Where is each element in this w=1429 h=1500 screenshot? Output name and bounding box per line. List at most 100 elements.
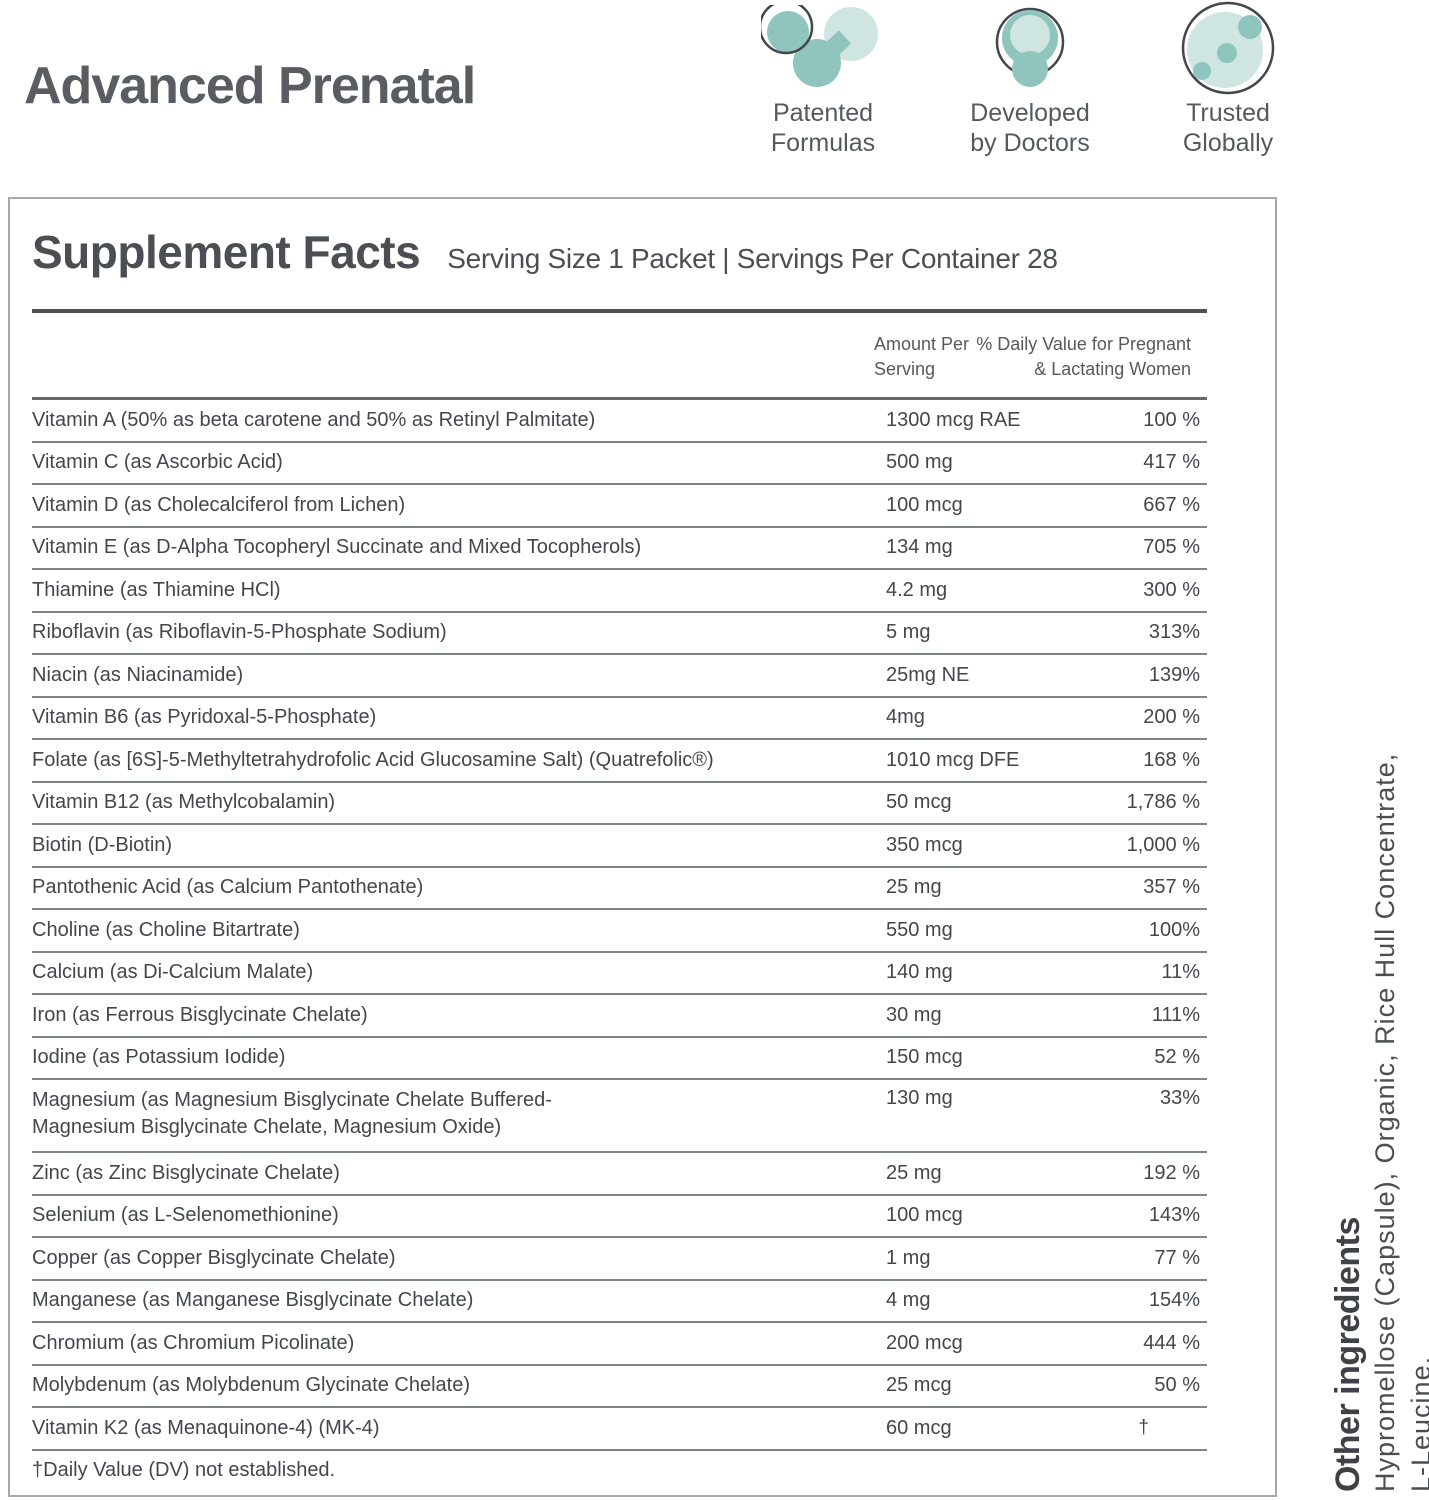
panel-title: Supplement Facts [32,226,421,278]
table-row: Manganese (as Manganese Bisglycinate Che… [32,1281,1207,1323]
column-header-amount: Amount Per Serving [874,334,970,379]
facts-table: Vitamin A (50% as beta carotene and 50% … [32,397,1207,1491]
molecule-icon [761,5,878,87]
nutrient-name: Vitamin B12 (as Methylcobalamin) [32,791,336,814]
table-row: Chromium (as Chromium Picolinate) 200 mc… [32,1323,1207,1366]
nutrient-amount: 25 mg [886,876,942,899]
doctor-icon [995,7,1065,87]
table-row: Copper (as Copper Bisglycinate Chelate) … [32,1238,1207,1281]
nutrient-name: Chromium (as Chromium Picolinate) [32,1331,355,1354]
nutrient-name: Vitamin B6 (as Pyridoxal-5-Phosphate) [32,706,377,729]
badge-trusted-globally: Trusted Globally [1122,1,1334,158]
other-ingredients: Other ingredients Hypromellose (Capsule)… [1329,672,1429,1492]
nutrient-amount: 25 mg [886,1161,942,1184]
badge-developed-by-doctors: Developed by Doctors [924,2,1136,158]
table-row: Thiamine (as Thiamine HCl) 4.2 mg 300 % [32,570,1207,613]
table-row: Riboflavin (as Riboflavin-5-Phosphate So… [32,613,1207,655]
nutrient-name: Magnesium (as Magnesium Bisglycinate Che… [32,1089,552,1138]
nutrient-daily-value: 77 % [1154,1246,1200,1269]
table-row: Vitamin E (as D-Alpha Tocopheryl Succina… [32,528,1207,570]
nutrient-amount: 134 mg [886,536,953,559]
nutrient-daily-value: 444 % [1143,1331,1200,1354]
table-row: Iodine (as Potassium Iodide) 150 mcg 52 … [32,1038,1207,1080]
header-rule [32,309,1207,313]
nutrient-name: Iron (as Ferrous Bisglycinate Chelate) [32,1003,368,1026]
nutrient-daily-value: 357 % [1143,876,1200,899]
nutrient-name: Vitamin K2 (as Menaquinone-4) (MK-4) [32,1416,380,1439]
nutrient-daily-value: 100 % [1143,408,1200,431]
nutrient-name: Niacin (as Niacinamide) [32,663,244,686]
nutrient-amount: 1 mg [886,1246,931,1269]
nutrient-daily-value: 11% [1161,961,1200,984]
nutrient-daily-value: 33% [1159,1087,1200,1109]
page-title: Advanced Prenatal [24,57,476,115]
table-row: Vitamin C (as Ascorbic Acid) 500 mg 417 … [32,443,1207,485]
nutrient-daily-value: 168 % [1143,748,1200,771]
nutrient-name: Zinc (as Zinc Bisglycinate Chelate) [32,1161,340,1184]
nutrient-name: Biotin (D-Biotin) [32,833,173,856]
table-row: Niacin (as Niacinamide) 25mg NE 139% [32,655,1207,698]
nutrient-daily-value: † [1138,1417,1149,1439]
badge-label: Developed by Doctors [970,99,1090,157]
nutrient-name: Thiamine (as Thiamine HCl) [32,578,281,601]
badge-label: Trusted Globally [1182,99,1274,157]
nutrient-daily-value: 192 % [1143,1161,1200,1184]
table-row: Selenium (as L-Selenomethionine) 100 mcg… [32,1196,1207,1238]
table-row: Calcium (as Di-Calcium Malate) 140 mg 11… [32,953,1207,995]
table-row: Folate (as [6S]-5-Methyltetrahydrofolic … [32,740,1207,783]
nutrient-amount: 50 mcg [886,791,952,814]
table-row: Choline (as Choline Bitartrate) 550 mg 1… [32,910,1207,953]
table-row: Zinc (as Zinc Bisglycinate Chelate) 25 m… [32,1153,1207,1196]
nutrient-daily-value: 143% [1148,1204,1200,1227]
nutrient-daily-value: 705 % [1143,536,1200,559]
nutrient-amount: 1010 mcg DFE [886,748,1020,771]
nutrient-daily-value: 667 % [1143,493,1200,516]
nutrient-name: Choline (as Choline Bitartrate) [32,918,300,941]
nutrient-daily-value: 139% [1148,663,1200,686]
nutrient-name: Riboflavin (as Riboflavin-5-Phosphate So… [32,621,447,644]
nutrient-name: Calcium (as Di-Calcium Malate) [32,961,314,984]
nutrient-name: Vitamin C (as Ascorbic Acid) [32,451,283,474]
nutrient-daily-value: 313% [1148,621,1200,644]
badge-label: Patented Formulas [770,99,876,157]
other-ingredients-heading: Other ingredients [1329,1217,1367,1492]
badge-patented-formulas: Patented Formulas [717,2,929,158]
nutrient-amount: 5 mg [886,621,931,644]
supplement-facts-panel: Supplement Facts Serving Size 1 Packet |… [8,197,1277,1497]
footnote: †Daily Value (DV) not established. [32,1459,336,1481]
column-header-daily-value: % Daily Value for Pregnant & Lactating W… [976,334,1191,379]
nutrient-daily-value: 100% [1148,918,1200,941]
table-row: Vitamin B12 (as Methylcobalamin) 50 mcg … [32,783,1207,825]
nutrient-name: Vitamin D (as Cholecalciferol from Liche… [32,493,406,516]
nutrient-amount: 200 mcg [886,1331,963,1354]
nutrient-amount: 1300 mcg RAE [886,408,1021,431]
nutrient-name: Vitamin A (50% as beta carotene and 50% … [32,408,596,431]
nutrient-amount: 100 mcg [886,493,963,516]
nutrient-daily-value: 154% [1148,1289,1200,1312]
nutrient-name: Manganese (as Manganese Bisglycinate Che… [32,1289,474,1312]
table-row: Vitamin A (50% as beta carotene and 50% … [32,400,1207,443]
nutrient-name: Selenium (as L-Selenomethionine) [32,1204,339,1227]
nutrient-daily-value: 1,000 % [1126,833,1200,856]
panel-head: Supplement Facts Serving Size 1 Packet |… [32,225,1058,279]
nutrient-daily-value: 111% [1151,1003,1200,1026]
nutrient-name: Copper (as Copper Bisglycinate Chelate) [32,1246,396,1269]
nutrient-daily-value: 300 % [1143,578,1200,601]
table-row: Vitamin K2 (as Menaquinone-4) (MK-4) 60 … [32,1408,1207,1451]
nutrient-daily-value: 50 % [1154,1374,1200,1397]
other-ingredients-text: L-Leucine. [1406,1355,1429,1492]
nutrient-daily-value: 1,786 % [1126,791,1200,814]
nutrient-daily-value: 417 % [1143,451,1200,474]
nutrient-amount: 350 mcg [886,833,963,856]
nutrient-name: Folate (as [6S]-5-Methyltetrahydrofolic … [32,748,714,771]
nutrient-amount: 100 mcg [886,1204,963,1227]
nutrient-amount: 30 mg [886,1003,942,1026]
table-row: Vitamin B6 (as Pyridoxal-5-Phosphate) 4m… [32,698,1207,740]
table-row: Biotin (D-Biotin) 350 mcg 1,000 % [32,825,1207,868]
nutrient-name: Vitamin E (as D-Alpha Tocopheryl Succina… [32,536,642,559]
table-row: Vitamin D (as Cholecalciferol from Liche… [32,485,1207,528]
nutrient-amount: 4.2 mg [886,578,948,601]
table-row: Magnesium (as Magnesium Bisglycinate Che… [32,1080,1207,1153]
table-row: Molybdenum (as Molybdenum Glycinate Chel… [32,1366,1207,1408]
nutrient-daily-value: 200 % [1143,706,1200,729]
